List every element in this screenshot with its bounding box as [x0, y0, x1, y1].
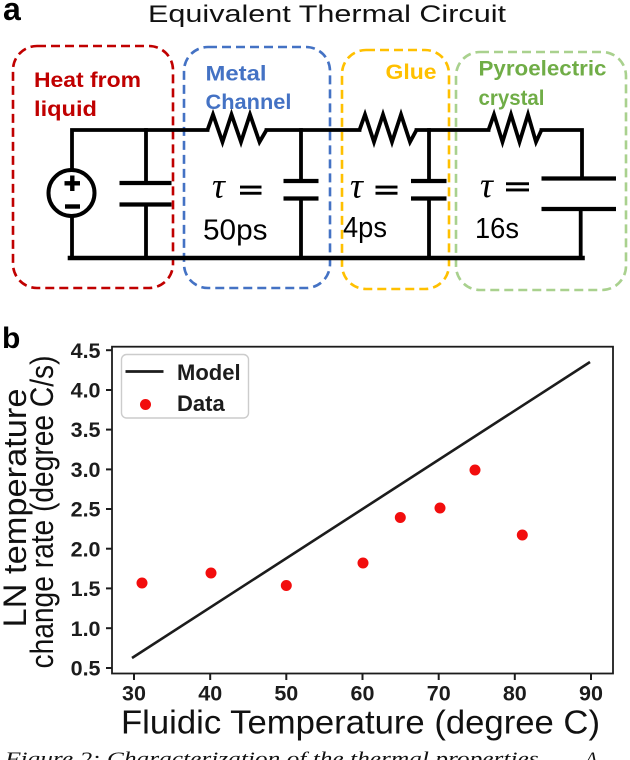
svg-text:b: b — [2, 322, 20, 355]
svg-text:Heat from: Heat from — [34, 68, 141, 92]
svg-text:2.5: 2.5 — [71, 498, 101, 522]
svg-text:4.0: 4.0 — [71, 379, 101, 403]
svg-text:crystal: crystal — [479, 86, 545, 110]
svg-text:40: 40 — [198, 682, 222, 706]
svg-text:τ: τ — [212, 166, 226, 206]
svg-text:70: 70 — [427, 682, 451, 706]
svg-text:30: 30 — [122, 682, 146, 706]
svg-text:60: 60 — [351, 682, 375, 706]
svg-text:Figure 2: Characterization of: Figure 2: Characterization of the therma… — [4, 749, 545, 760]
svg-text:0.5: 0.5 — [71, 657, 101, 681]
svg-text:τ: τ — [350, 166, 364, 206]
svg-text:Fluidic Temperature (degree C): Fluidic Temperature (degree C) — [121, 704, 600, 741]
svg-text:3.5: 3.5 — [71, 418, 101, 442]
svg-text:change rate (degree C/s): change rate (degree C/s) — [24, 356, 60, 669]
svg-text:50ps: 50ps — [203, 215, 268, 247]
svg-text:16s: 16s — [475, 213, 519, 245]
svg-text:1.5: 1.5 — [71, 577, 101, 601]
svg-text:τ: τ — [480, 165, 494, 205]
svg-text:LN temperature: LN temperature — [0, 389, 33, 628]
svg-text:Pyroelectric: Pyroelectric — [479, 57, 607, 81]
svg-text:A: A — [583, 749, 598, 760]
svg-text:Model: Model — [177, 360, 241, 385]
svg-text:80: 80 — [503, 682, 527, 706]
svg-text:Equivalent Thermal Circuit: Equivalent Thermal Circuit — [148, 1, 506, 28]
svg-text:Channel: Channel — [206, 90, 292, 114]
svg-text:a: a — [3, 0, 21, 27]
svg-text:90: 90 — [579, 682, 603, 706]
svg-text:4.5: 4.5 — [71, 339, 101, 363]
svg-text:50: 50 — [274, 682, 298, 706]
svg-text:1.0: 1.0 — [71, 617, 101, 641]
svg-text:Glue: Glue — [386, 60, 437, 84]
svg-text:3.0: 3.0 — [71, 458, 101, 482]
svg-text:2.0: 2.0 — [71, 537, 101, 561]
svg-text:liquid: liquid — [34, 97, 97, 121]
svg-text:Metal: Metal — [206, 62, 267, 86]
svg-text:4ps: 4ps — [343, 212, 387, 244]
svg-text:Data: Data — [177, 391, 225, 416]
